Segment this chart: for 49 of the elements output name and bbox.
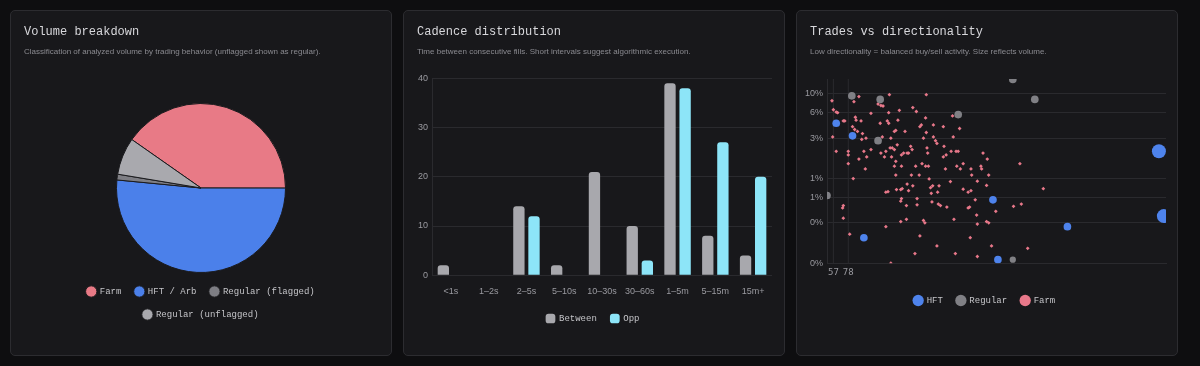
bar xyxy=(641,260,653,275)
chart-subtitle: Classification of analyzed volume by trading behavior (unflagged shown as regular). xyxy=(24,47,321,56)
x-tick-label: 30–60s xyxy=(625,286,656,297)
chart-subtitle: Low directionality = balanced buy/sell activity. Size reflects volume. xyxy=(810,47,1047,56)
legend-label: Farm xyxy=(1033,295,1056,306)
chart-subtitle: Time between consecutive fills. Short intervals suggest algorithmic execution. xyxy=(417,47,691,56)
legend-label: Regular (unflagged) xyxy=(155,309,259,320)
y-tick-label: 6% xyxy=(809,107,823,118)
bar xyxy=(755,176,767,275)
bar xyxy=(664,83,676,275)
y-tick-label: 40 xyxy=(418,72,429,83)
x-tick-label: 78 xyxy=(842,266,854,277)
legend-label: HFT xyxy=(926,295,944,306)
y-tick-label: 20 xyxy=(418,171,429,182)
x-tick-label: 5–10s xyxy=(551,286,577,297)
chart-title: Cadence distribution xyxy=(417,25,562,39)
y-tick-label: 0 xyxy=(423,269,429,280)
x-tick-label: 57 xyxy=(827,266,839,277)
bar xyxy=(588,171,601,275)
x-tick-label: <1s xyxy=(443,286,459,297)
y-tick-label: 30 xyxy=(418,122,429,133)
legend-label: Regular (flagged) xyxy=(222,286,315,297)
y-tick-label: 0% xyxy=(809,257,823,268)
legend-label: Between xyxy=(559,313,597,324)
bar xyxy=(513,206,525,275)
x-tick-label: 15m+ xyxy=(741,286,765,297)
legend-label: HFT / Arb xyxy=(147,286,197,297)
y-tick-label: 1% xyxy=(809,191,823,202)
chart-title: Trades vs directionality xyxy=(810,25,983,39)
x-tick-label: 10–30s xyxy=(587,286,618,297)
legend-label: Opp xyxy=(623,313,640,324)
bar xyxy=(702,235,714,275)
chart-title: Volume breakdown xyxy=(24,25,140,39)
x-tick-label: 5–15m xyxy=(701,286,730,297)
y-tick-label: 0% xyxy=(809,217,823,228)
y-tick-label: 10 xyxy=(418,220,429,231)
bar xyxy=(528,216,540,275)
y-tick-label: 1% xyxy=(809,173,823,184)
x-tick-label: 1–5m xyxy=(666,286,689,297)
bar xyxy=(679,88,691,275)
bar xyxy=(739,255,752,275)
y-tick-label: 10% xyxy=(804,88,823,99)
bar xyxy=(626,226,638,275)
x-tick-label: 2–5s xyxy=(516,286,537,297)
bar xyxy=(717,142,729,275)
legend-label: Regular xyxy=(969,295,1008,306)
legend-label: Farm xyxy=(99,286,122,297)
y-tick-label: 3% xyxy=(809,132,823,143)
x-tick-label: 1–2s xyxy=(478,286,499,297)
